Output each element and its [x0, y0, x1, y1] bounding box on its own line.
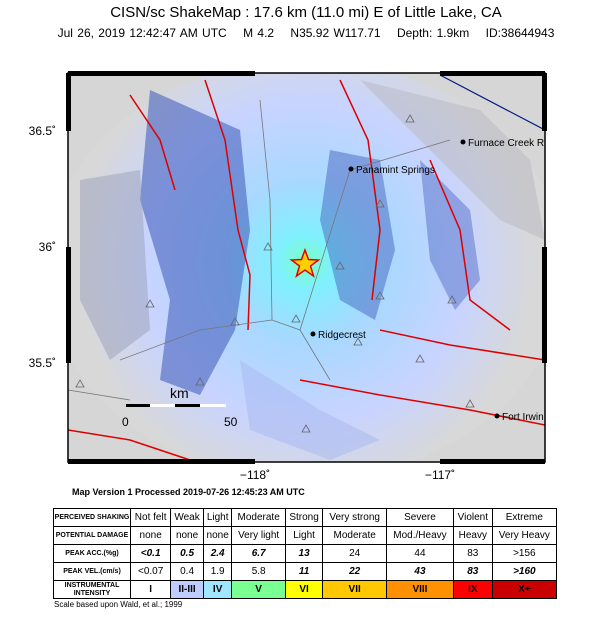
table-cell: VIII [385, 580, 454, 599]
table-cell: 44 [385, 544, 454, 563]
table-cell: 0.5 [170, 544, 204, 563]
lat-tick-label: 35.5˚ [28, 356, 56, 370]
intensity-table: PERCEIVED SHAKING Not felt Weak Light Modera… [53, 508, 558, 599]
lon-tick-label: −117˚ [424, 468, 456, 482]
table-cell: X+ [491, 580, 558, 599]
table-cell: Moderate [231, 508, 286, 527]
row-header: PEAK VEL.(cm/s) [53, 562, 131, 581]
subtitle: Jul 26, 2019 12:42:47 AM UTC M 4.2 N35.9… [0, 26, 612, 40]
table-cell: 22 [322, 562, 387, 581]
place-label: Ridgecrest [318, 330, 366, 341]
scale-bar [126, 404, 226, 407]
table-cell: VII [322, 580, 387, 599]
table-row: PEAK ACC.(%g) <0.1 0.5 2.4 6.7 13 24 44 83 >156 [53, 544, 558, 563]
scale-label: 50 [224, 415, 238, 429]
stations [75, 114, 475, 433]
table-cell: 0.4 [170, 562, 204, 581]
lat-tick-label: 36˚ [38, 240, 56, 254]
table-cell: 83 [452, 562, 493, 581]
table-cell: Severe [385, 508, 454, 527]
table-cell: Very light [231, 526, 286, 545]
table-cell: Light [284, 526, 324, 545]
row-header: PERCEIVED SHAKING [53, 508, 131, 527]
table-cell: >156 [491, 544, 558, 563]
table-row: POTENTIAL DAMAGE none none none Very light Li… [53, 526, 558, 545]
place-label: Panamint Springs [356, 165, 435, 176]
lat-tick-label: 36.5˚ [28, 124, 56, 138]
scale-label: 0 [122, 415, 129, 429]
location: N35.92 W117.71 [290, 26, 381, 40]
table-cell: Not felt [129, 508, 172, 527]
place-label: Fort Irwin [502, 412, 544, 423]
scale-unit: km [170, 385, 189, 401]
table-cell: 2.4 [202, 544, 233, 563]
frame-ticks [66, 71, 547, 464]
table-cell: Strong [284, 508, 324, 527]
table-cell: IX [452, 580, 493, 599]
table-cell: none [129, 526, 172, 545]
lon-tick-label: −118˚ [239, 468, 271, 482]
event-id: ID:38644943 [485, 26, 555, 40]
table-cell: Very Heavy [491, 526, 558, 545]
table-cell: V [231, 580, 286, 599]
table-cell: <0.07 [129, 562, 172, 581]
table-cell: 43 [385, 562, 454, 581]
table-cell: 11 [284, 562, 324, 581]
table-cell: 1.9 [202, 562, 233, 581]
table-cell: <0.1 [129, 544, 172, 563]
magnitude: M 4.2 [243, 26, 275, 40]
table-cell: >160 [491, 562, 558, 581]
table-cell: 5.8 [231, 562, 286, 581]
row-header: INSTRUMENTAL INTENSITY [53, 580, 131, 599]
table-cell: Mod./Heavy [385, 526, 454, 545]
row-header: POTENTIAL DAMAGE [53, 526, 131, 545]
table-cell: 24 [322, 544, 387, 563]
map-area: km 0 50 Furnace Creek R Panamint Springs… [68, 73, 545, 462]
epicenter [289, 247, 321, 278]
table-row: PEAK VEL.(cm/s) <0.07 0.4 1.9 5.8 11 22 43 83 >16… [53, 562, 558, 581]
row-header: PEAK ACC.(%g) [53, 544, 131, 563]
table-cell: none [202, 526, 233, 545]
table-row: PERCEIVED SHAKING Not felt Weak Light Modera… [53, 508, 558, 527]
table-cell: II-III [170, 580, 204, 599]
table-row: INSTRUMENTAL INTENSITY I II-III IV V VI VII VII… [53, 580, 558, 599]
table-cell: Weak [170, 508, 204, 527]
table-cell: VI [284, 580, 324, 599]
table-cell: Extreme [491, 508, 558, 527]
footnote: Scale based upon Wald, et al.; 1999 [54, 600, 183, 609]
table-cell: 13 [284, 544, 324, 563]
table-cell: Moderate [322, 526, 387, 545]
place-label: Furnace Creek R [468, 138, 544, 149]
table-cell: none [170, 526, 204, 545]
table-cell: Heavy [452, 526, 493, 545]
table-cell: Light [202, 508, 233, 527]
date: Jul 26, 2019 12:42:47 AM UTC [57, 26, 227, 40]
table-cell: Violent [452, 508, 493, 527]
table-cell: Very strong [322, 508, 387, 527]
faults [68, 79, 545, 461]
table-cell: 83 [452, 544, 493, 563]
depth: Depth: 1.9km [396, 26, 470, 40]
table-cell: IV [202, 580, 233, 599]
map-version: Map Version 1 Processed 2019-07-26 12:45… [72, 487, 305, 497]
table-cell: I [129, 580, 172, 599]
table-cell: 6.7 [231, 544, 286, 563]
title: CISN/sc ShakeMap : 17.6 km (11.0 mi) E o… [110, 4, 502, 21]
